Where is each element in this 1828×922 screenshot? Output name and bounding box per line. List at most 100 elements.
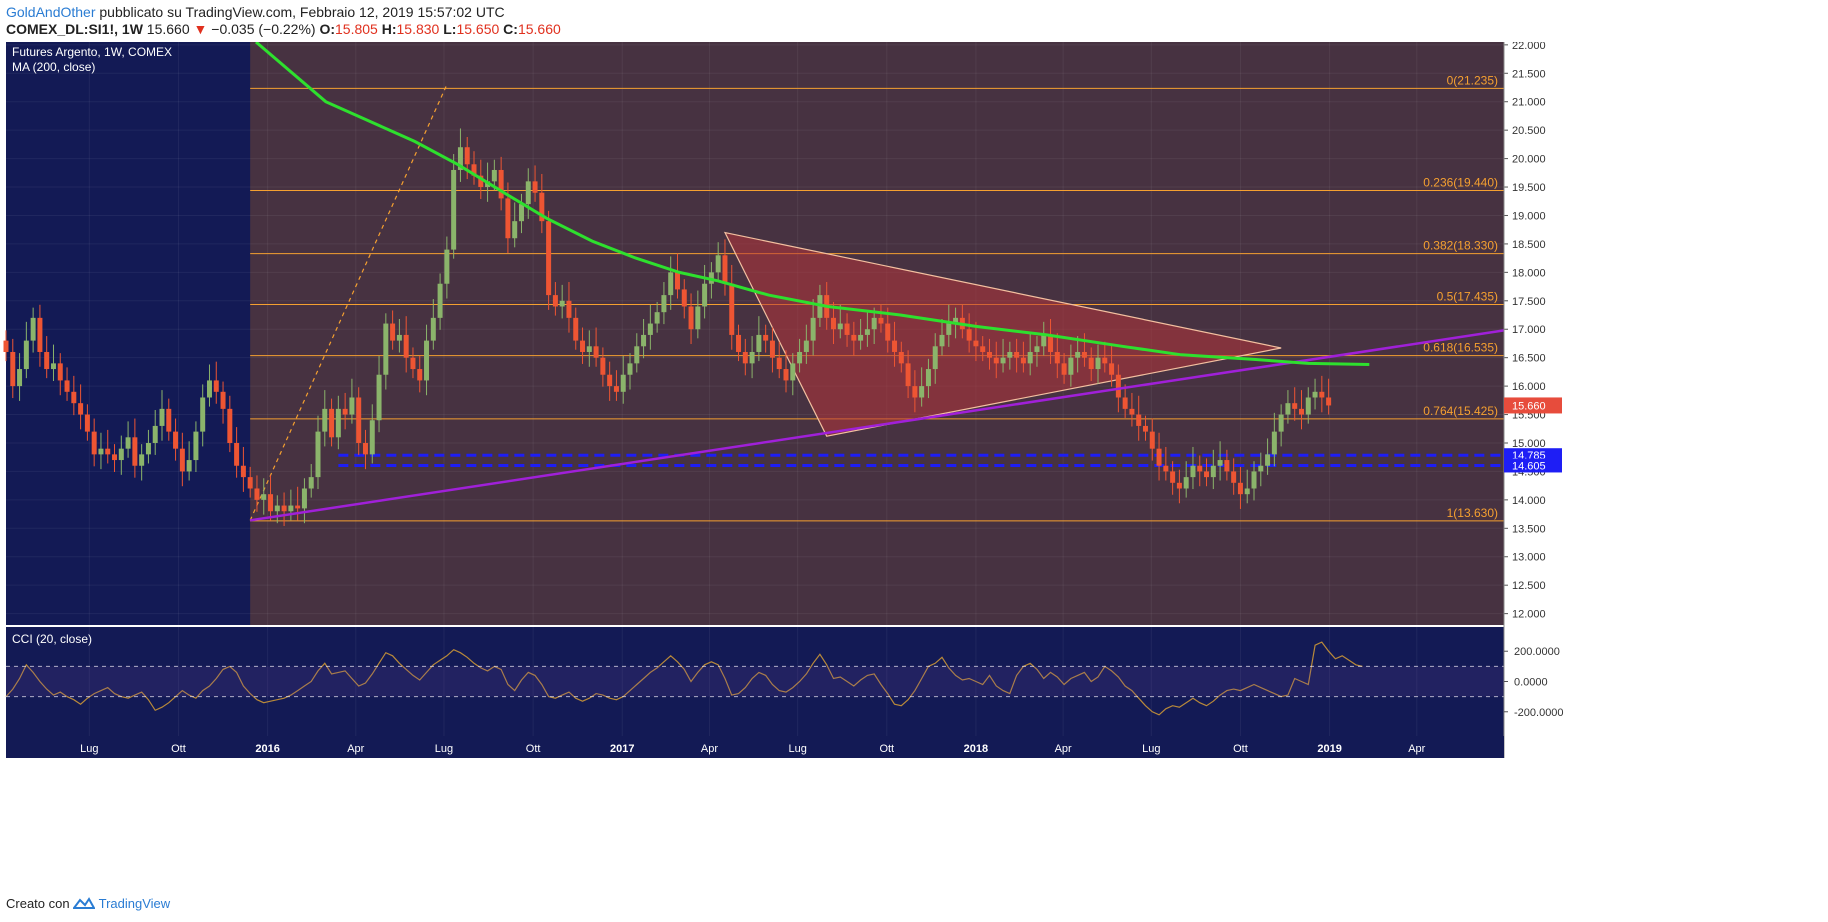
candle-body <box>1305 397 1311 415</box>
candle-body <box>932 346 938 370</box>
candle-body <box>17 369 23 387</box>
candle-body <box>749 351 755 364</box>
candle-body <box>580 340 586 352</box>
triangle-pattern[interactable] <box>723 231 1282 437</box>
candle-body <box>864 329 870 335</box>
tradingview-link[interactable]: TradingView <box>98 896 171 911</box>
candle-body <box>722 255 728 284</box>
candle-body <box>1319 391 1325 398</box>
candle-body <box>790 363 796 381</box>
candle-body <box>471 164 477 176</box>
price-axis-label: 12.500 <box>1512 580 1546 592</box>
price-axis-label: 22.000 <box>1512 42 1546 52</box>
candle-body <box>145 442 151 455</box>
candle-body <box>1054 351 1060 364</box>
candle-body <box>980 346 986 352</box>
candle-body <box>946 323 952 335</box>
candle-body <box>1285 403 1291 415</box>
candle-body <box>417 369 423 381</box>
candle-body <box>1149 431 1155 449</box>
candle-body <box>1224 460 1230 472</box>
candle-body <box>695 306 701 330</box>
candle-body <box>661 295 667 313</box>
candle-body <box>1122 397 1128 409</box>
candle-body <box>166 408 172 432</box>
candle-body <box>830 317 836 330</box>
chart-canvas[interactable]: 0(21.235) 0.236(19.440) 0.382(18.330) 0.5(1… <box>0 42 1828 888</box>
price-axis-label: 12.000 <box>1512 609 1546 621</box>
candle-body <box>349 397 355 415</box>
candle-body <box>1081 351 1087 358</box>
candle-body <box>491 169 497 182</box>
price-axis-label: 17.000 <box>1512 324 1546 336</box>
price-axis-label: 20.000 <box>1512 154 1546 166</box>
candle-body <box>512 221 518 239</box>
candle-body <box>37 317 43 352</box>
candle-body <box>71 391 77 404</box>
time-axis-label: 2016 <box>255 743 279 755</box>
candle-body <box>179 448 185 472</box>
candle-body <box>803 340 809 352</box>
candle-body <box>1088 357 1094 370</box>
fib-level-label: 0.618(16.535) <box>1423 341 1498 355</box>
candle-body <box>1048 334 1054 352</box>
tradingview-logo-icon <box>72 897 96 909</box>
price-axis-label: 16.000 <box>1512 381 1546 393</box>
candle-body <box>1041 334 1047 347</box>
price-axis-label: 15.000 <box>1512 438 1546 450</box>
time-axis-label: Apr <box>701 743 718 755</box>
candle-body <box>390 323 396 341</box>
candle-body <box>254 488 260 500</box>
candle-body <box>1000 357 1006 364</box>
price-axis-label: 14.000 <box>1512 495 1546 507</box>
candle-body <box>505 198 511 239</box>
candle-body <box>132 437 138 466</box>
candle-body <box>1115 374 1121 398</box>
open-value: 15.805 <box>335 21 378 37</box>
candle-body <box>1034 346 1040 352</box>
candle-body <box>1156 448 1162 466</box>
candle-body <box>1007 351 1013 358</box>
chart-header: GoldAndOther pubblicato su TradingView.c… <box>6 4 561 38</box>
last-price-tag <box>1504 397 1562 414</box>
candle-body <box>1244 488 1250 495</box>
fib-level-label: 1(13.630) <box>1447 506 1498 520</box>
author-link[interactable]: GoldAndOther <box>6 4 96 20</box>
time-axis-label: Apr <box>1055 743 1072 755</box>
candle-body <box>234 442 240 466</box>
time-axis-label: Lug <box>80 743 98 755</box>
candle-body <box>125 437 131 449</box>
cci-band-fill <box>6 666 1504 697</box>
candle-body <box>729 283 735 335</box>
candle-body <box>396 334 402 341</box>
time-axis-label: 2019 <box>1317 743 1341 755</box>
candle-body <box>1129 408 1135 415</box>
candle-body <box>1163 465 1169 472</box>
candle-body <box>525 181 531 205</box>
time-axis-label: Lug <box>1142 743 1160 755</box>
candle-body <box>84 414 90 432</box>
cci-axis[interactable]: 200.0000 0.0000 -200.0000 <box>1504 646 1564 719</box>
candle-body <box>898 351 904 364</box>
candle-body <box>1190 465 1196 478</box>
candle-body <box>858 334 864 341</box>
time-axis-label: 2018 <box>964 743 988 755</box>
candle-body <box>627 363 633 375</box>
candle-body <box>1237 482 1243 495</box>
candle-body <box>383 323 389 375</box>
candle-body <box>993 357 999 364</box>
candle-body <box>986 351 992 358</box>
candle-body <box>44 351 50 370</box>
candle-body <box>301 488 307 509</box>
candle-body <box>837 323 843 330</box>
candle-body <box>57 363 63 381</box>
candle-body <box>769 340 775 358</box>
time-axis[interactable]: Lug Ott 2016 Apr Lug Ott 2017 Apr Lug Ott 2018 Apr L… <box>6 736 1504 758</box>
time-axis-label: Ott <box>526 743 541 755</box>
candle-body <box>200 397 206 432</box>
candle-body <box>763 334 769 341</box>
candle-body <box>478 175 484 188</box>
candle-body <box>953 317 959 324</box>
price-axis-label: 18.000 <box>1512 267 1546 279</box>
candle-body <box>539 192 545 222</box>
